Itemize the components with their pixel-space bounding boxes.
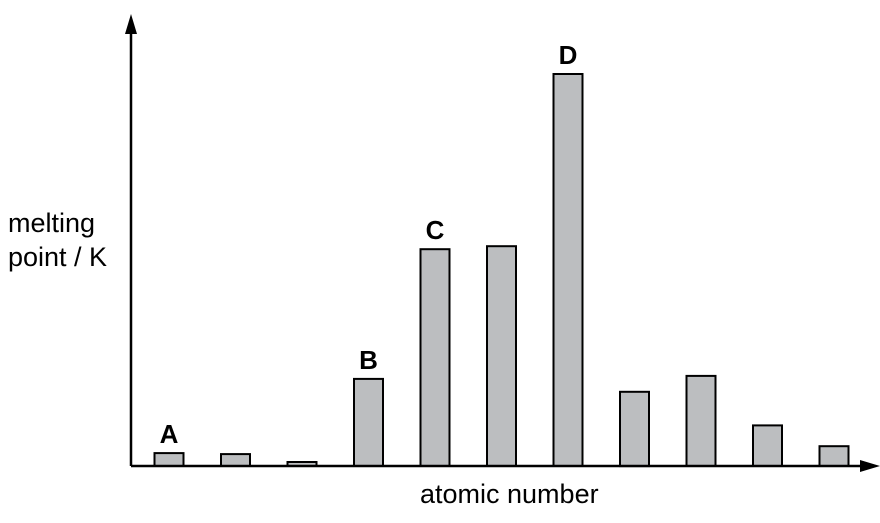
bar-6 — [486, 245, 517, 467]
y-axis-arrowhead — [125, 14, 137, 34]
bar-4 — [353, 377, 384, 467]
x-axis-arrowhead — [860, 460, 880, 472]
bar-1 — [153, 452, 185, 468]
bars-group — [153, 73, 850, 468]
y-axis-label: melting point / K — [8, 206, 107, 274]
bar-8 — [619, 390, 650, 468]
y-axis-label-line-1: melting — [8, 208, 96, 238]
bar-label-a: A — [160, 419, 179, 449]
x-axis-label: atomic number — [420, 479, 599, 509]
y-axis-label-line-2: point / K — [8, 242, 108, 272]
bar-label-b: B — [359, 345, 378, 375]
bar-11 — [818, 445, 850, 468]
bar-9 — [685, 374, 717, 467]
bar-10 — [752, 424, 783, 467]
bar-2 — [220, 453, 251, 468]
bar-label-d: D — [559, 40, 578, 70]
bar-5 — [419, 248, 451, 467]
bar-7 — [552, 73, 584, 467]
bar-labels-group: A B C D — [160, 40, 578, 449]
bar-label-c: C — [426, 215, 445, 245]
